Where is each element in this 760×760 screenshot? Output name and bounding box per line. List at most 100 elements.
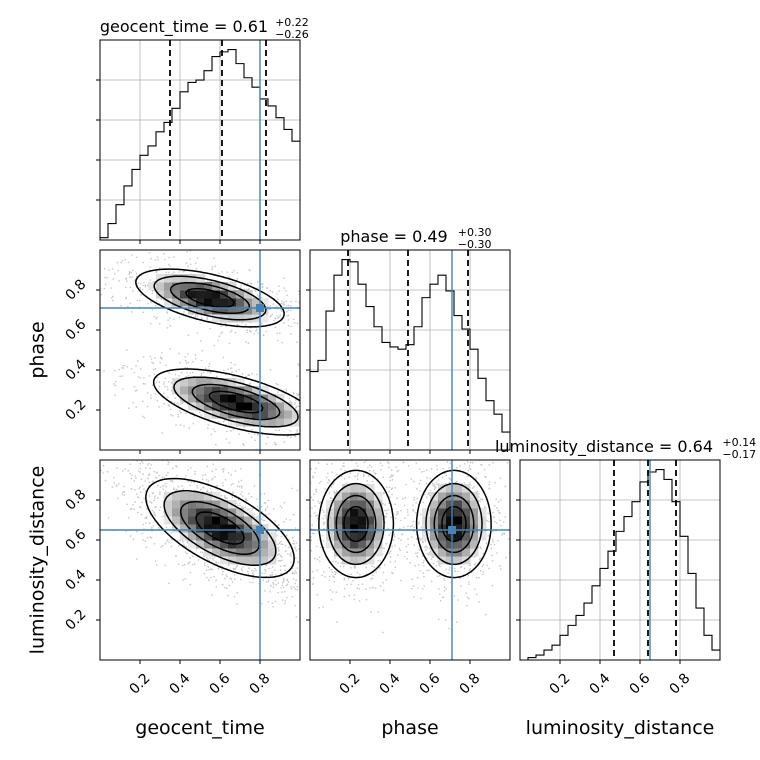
density-cell [342,556,351,565]
density-cell [172,516,181,525]
density-cell [326,540,335,549]
density-cell [430,508,439,517]
density-cell [358,508,367,517]
density-cell [196,306,205,315]
density-cell [244,532,253,541]
density-cell [268,540,277,549]
density-cell [220,410,229,419]
x-tick-label: 0.8 [666,670,693,697]
density-cell [164,516,173,525]
density-cell [268,402,277,411]
density-cell [220,306,229,315]
density-cell [454,500,463,509]
density-cell [156,274,165,283]
density-cell [284,410,293,419]
density-cell [350,516,359,525]
density-cell [244,556,253,565]
density-cell [180,290,189,299]
density-cell [204,290,213,299]
density-cell [268,548,277,557]
density-cell [236,516,245,525]
density-cell [236,386,245,395]
density-cell [156,290,165,299]
density-cell [462,532,471,541]
density-cell [196,500,205,509]
density-cell [196,524,205,533]
density-cell [204,516,213,525]
density-cell [196,540,205,549]
density-cell [358,532,367,541]
density-cell [350,556,359,565]
y-axis-label-luminosity_distance: luminosity_distance [27,466,49,655]
density-cell [148,282,157,291]
contour-level-2 [335,494,475,554]
truth-marker [256,526,264,534]
density-cell [326,524,335,533]
density-cell [220,540,229,549]
density-cell [212,298,221,307]
density-cell [454,484,463,493]
density-cell [252,298,261,307]
y-tick-label: 0.4 [62,356,89,383]
density-cell [228,410,237,419]
density-cell [260,402,269,411]
density-cell [438,548,447,557]
density-cell [172,386,181,395]
density-cell [446,556,455,565]
density-cell [462,540,471,549]
density-cell [228,306,237,315]
density-cell [478,508,487,517]
density-cell [188,492,197,501]
density-cell [284,402,293,411]
density-cell [164,508,173,517]
density-cell [260,548,269,557]
density-cell [374,516,383,525]
density-cell [228,314,237,323]
density-cell [446,484,455,493]
density-cell [358,484,367,493]
x-tick-label: 0.4 [586,670,613,697]
density-cell [366,484,375,493]
density-cell [334,548,343,557]
density-cell [470,532,479,541]
density-cell [260,556,269,565]
density-cell [220,394,229,403]
density-cell [188,298,197,307]
density-cell [446,516,455,525]
density-cell [236,556,245,565]
density-cell [188,306,197,315]
density-cell [462,508,471,517]
density-cell [204,298,213,307]
density-cell [366,548,375,557]
density-cell [204,492,213,501]
density-cell [180,274,189,283]
density-cell [252,386,261,395]
contour-level-1 [153,275,299,428]
density-cell [236,394,245,403]
density-cell [220,516,229,525]
density-cell [342,484,351,493]
density-cell [236,290,245,299]
density-cell [374,500,383,509]
density-cell [228,508,237,517]
density-cell [212,314,221,323]
density-cell [374,548,383,557]
density-cell [252,410,261,419]
density-cell [276,410,285,419]
contour-level-3 [195,511,245,545]
density-cell [196,402,205,411]
joint-plot-area [100,460,300,660]
density-cell [292,410,300,419]
density-cell [470,540,479,549]
density-cell [350,524,359,533]
density-cell [172,500,181,509]
density-cell [220,532,229,541]
density-cell [244,418,253,427]
density-cell [470,500,479,509]
density-cell [220,524,229,533]
density-cell [196,282,205,291]
density-cell [212,532,221,541]
density-cell [438,492,447,501]
x-tick-label: 0.6 [206,670,233,697]
